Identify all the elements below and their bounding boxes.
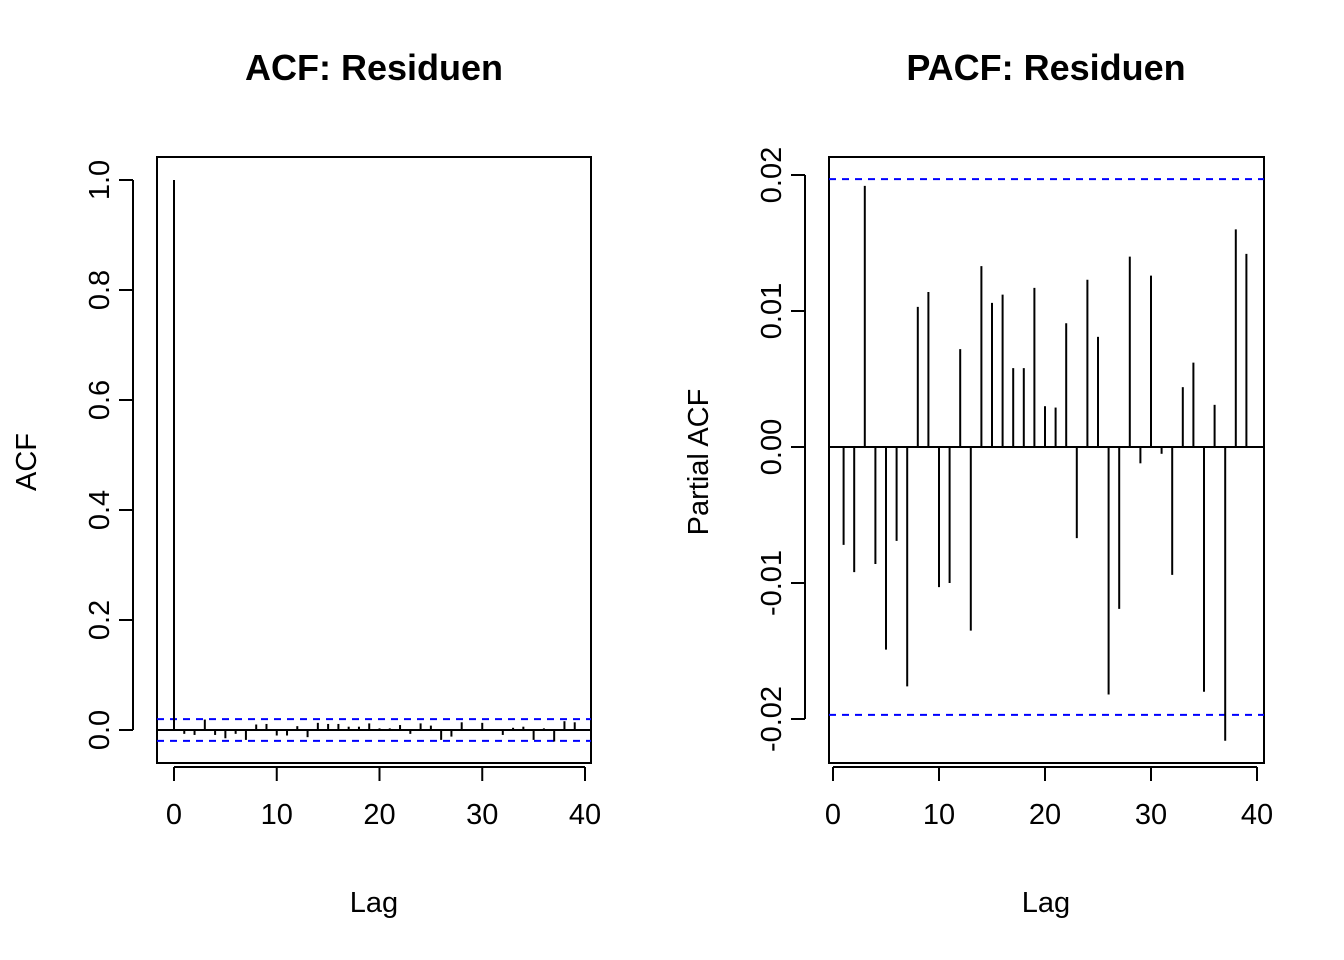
pacf-plot-frame [828, 156, 1265, 764]
acf-panel: ACF: Residuen Lag ACF 0 10 20 30 40 0.0 0.2 0.4… [11, 47, 601, 919]
acf-y-tick-label: 0.8 [84, 270, 116, 310]
acf-x-tick-label: 10 [261, 799, 293, 831]
acf-y-tick-label: 0.2 [84, 600, 116, 640]
acf-x-tick-label: 0 [166, 799, 182, 831]
pacf-x-tick-label: 30 [1135, 799, 1167, 831]
pacf-y-tick-label: 0.01 [756, 283, 788, 339]
acf-x-tick-label: 30 [466, 799, 498, 831]
pacf-x-tick-label: 10 [923, 799, 955, 831]
acf-title: ACF: Residuen [245, 47, 503, 88]
pacf-x-tick-label: 20 [1029, 799, 1061, 831]
acf-plot-frame [156, 156, 592, 764]
pacf-panel: PACF: Residuen Lag Partial ACF 0 10 20 30 40… [683, 47, 1273, 919]
pacf-x-tick-label: 0 [825, 799, 841, 831]
acf-y-tick-label: 0.4 [84, 490, 116, 530]
pacf-y-tick-label: -0.01 [756, 550, 788, 616]
acf-y-tick-label: 0.6 [84, 380, 116, 420]
pacf-y-axis-label: Partial ACF [683, 389, 715, 536]
pacf-y-tick-label: 0.02 [756, 147, 788, 203]
pacf-y-tick-label: -0.02 [756, 686, 788, 752]
acf-x-axis-label: Lag [350, 887, 398, 919]
acf-x-tick-label: 20 [363, 799, 395, 831]
acf-y-axis-label: ACF [11, 433, 43, 491]
pacf-title: PACF: Residuen [906, 47, 1185, 88]
acf-y-tick-label: 0.0 [84, 710, 116, 750]
acf-x-tick-label: 40 [569, 799, 601, 831]
pacf-y-tick-label: 0.00 [756, 419, 788, 475]
acf-y-tick-label: 1.0 [84, 160, 116, 200]
pacf-x-tick-label: 40 [1241, 799, 1273, 831]
pacf-x-axis-label: Lag [1022, 887, 1070, 919]
